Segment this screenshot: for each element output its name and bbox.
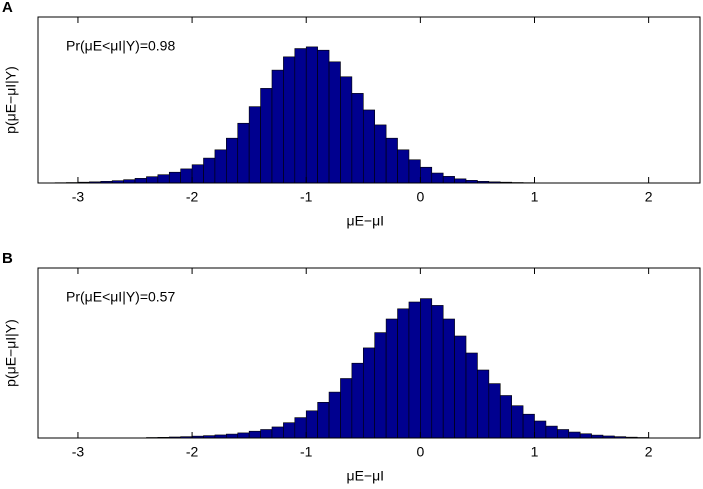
histogram-bar <box>385 137 398 184</box>
histogram-bar <box>465 352 478 439</box>
histogram-bar <box>431 305 444 439</box>
histogram-bar <box>237 122 250 184</box>
x-tick-label: 2 <box>645 189 653 205</box>
histogram-bar <box>283 422 296 439</box>
histogram-bar <box>294 417 307 439</box>
x-tick-label: 1 <box>531 444 539 460</box>
histogram-bar <box>271 426 284 439</box>
x-tick-label: -1 <box>300 444 313 460</box>
histogram-bar <box>226 433 239 439</box>
x-tick-label: 1 <box>531 189 539 205</box>
histogram-bar <box>305 46 318 184</box>
panel-label: B <box>2 250 13 267</box>
histogram-bar <box>248 106 261 184</box>
histogram-bar <box>305 410 318 439</box>
x-tick-label: -3 <box>72 189 85 205</box>
histogram-bar <box>454 335 467 439</box>
histogram-bar <box>328 61 341 184</box>
histogram-bar <box>180 168 193 184</box>
x-tick-label: 2 <box>645 444 653 460</box>
histogram-bar <box>557 429 570 439</box>
x-tick-label: -3 <box>72 444 85 460</box>
histogram-bar <box>568 431 581 439</box>
histogram-bar <box>442 176 455 184</box>
histogram-bar <box>454 178 467 184</box>
y-axis-label: p(μE−μI|Y) <box>3 319 19 387</box>
histogram-bar <box>328 391 341 439</box>
x-tick-label: -2 <box>186 444 199 460</box>
panel-label: A <box>2 0 13 16</box>
annotation: Pr(μE<μI|Y)=0.57 <box>66 289 175 305</box>
histogram-bar <box>271 69 284 184</box>
histogram-bar <box>408 301 421 439</box>
histogram-bar <box>511 405 524 439</box>
histogram-bar <box>397 308 410 439</box>
histogram-bar <box>522 413 535 439</box>
histogram-bar <box>214 149 227 184</box>
annotation: Pr(μE<μI|Y)=0.98 <box>66 38 175 54</box>
histogram-bar <box>260 429 273 439</box>
histogram-bar <box>374 124 387 184</box>
x-axis-label: μE−μI <box>347 468 385 484</box>
histogram-bar <box>146 176 159 184</box>
x-tick-label: -1 <box>300 189 313 205</box>
axes-box <box>37 16 701 184</box>
histogram-bar <box>237 432 250 439</box>
histogram-bar <box>340 76 353 184</box>
histogram-bar <box>294 48 307 184</box>
histogram-bar <box>134 178 147 184</box>
histogram-bar <box>157 174 170 184</box>
histogram-bar <box>317 401 330 439</box>
histogram-bar <box>317 49 330 184</box>
x-tick-label: 0 <box>416 444 424 460</box>
histogram-bar <box>362 109 376 184</box>
histogram-bar <box>488 383 501 439</box>
histogram-bar <box>340 378 353 439</box>
x-axis-label: μE−μI <box>347 213 385 229</box>
histogram-bar <box>362 347 376 439</box>
histogram-bar <box>431 172 444 184</box>
histogram-bar <box>351 362 364 439</box>
histogram-bar <box>477 369 490 439</box>
histogram-bar <box>260 88 273 184</box>
histogram-bar <box>374 332 387 439</box>
histogram-bar <box>203 157 216 184</box>
histogram-bar <box>408 159 421 184</box>
histogram-bar <box>442 318 455 439</box>
histogram-bar <box>351 93 364 184</box>
histogram-bar <box>534 420 547 439</box>
histogram-bar <box>191 164 204 184</box>
histogram-bar <box>499 395 512 439</box>
histogram-bar <box>283 56 296 184</box>
axes-box <box>37 267 701 439</box>
histogram-bar <box>226 137 239 184</box>
histogram-bar <box>545 425 558 439</box>
histogram-bar <box>248 430 261 439</box>
histogram-bar <box>420 298 433 439</box>
y-axis-label: p(μE−μI|Y) <box>3 66 19 134</box>
histogram-bar <box>385 318 398 439</box>
histogram-bar <box>397 149 410 184</box>
histogram-bar <box>168 171 181 184</box>
x-tick-label: 0 <box>416 189 424 205</box>
histogram-bar <box>420 166 433 184</box>
histogram-bar <box>579 433 592 439</box>
x-tick-label: -2 <box>186 189 199 205</box>
